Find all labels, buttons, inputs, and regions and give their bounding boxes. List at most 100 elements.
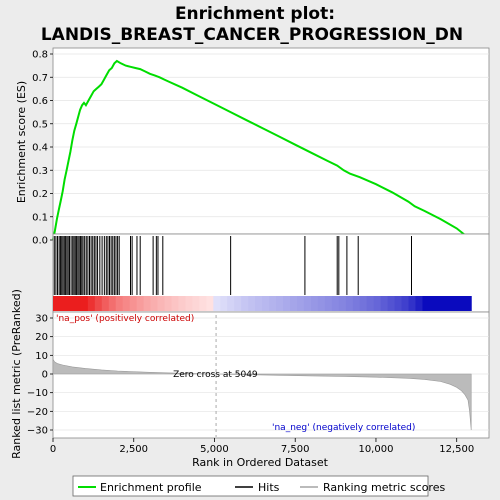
color-bar-segment	[443, 296, 451, 311]
legend: Enrichment profile Hits Ranking metric s…	[72, 475, 445, 497]
color-bar-segment	[115, 296, 124, 311]
color-bar-segment	[283, 296, 291, 311]
color-bar-segment	[310, 296, 319, 311]
color-bar-segment	[248, 296, 256, 311]
es-y-tick-label: 0.0	[32, 236, 48, 247]
color-bar-segment	[296, 296, 305, 311]
color-bar-segment	[206, 296, 214, 311]
color-bar-segment	[387, 296, 396, 311]
color-bar-segment	[262, 296, 270, 311]
es-gridlines	[53, 53, 489, 241]
color-bar-segment	[338, 296, 347, 311]
color-bar-segment	[429, 296, 437, 311]
hits-ticks	[53, 236, 412, 295]
color-bar-segment	[129, 296, 138, 311]
color-bar-segment	[380, 296, 389, 311]
color-bar-segment	[415, 296, 423, 311]
color-bar-segment	[220, 296, 228, 311]
color-bar-segment	[345, 296, 354, 311]
color-bar-segment	[366, 296, 375, 311]
color-bar-segment	[164, 296, 173, 311]
legend-box	[72, 475, 429, 497]
color-bar-segment	[241, 296, 249, 311]
color-bar-segment	[422, 296, 430, 311]
pos-correlated-label: 'na_pos' (positively correlated)	[56, 314, 194, 324]
color-bar-segment	[464, 296, 472, 311]
metric-y-tick-label: 30	[35, 314, 48, 325]
color-bar-segment	[401, 296, 410, 311]
x-tick-label: 5,000	[200, 444, 229, 455]
color-bar-segment	[185, 296, 193, 311]
x-tick-label: 2,500	[119, 444, 148, 455]
metric-y-axis: 30 20 10 0 −10 −20 −30	[27, 314, 53, 437]
color-bar-segment	[66, 296, 75, 311]
es-panel	[52, 47, 490, 235]
ranking-metric-fill	[52, 357, 472, 431]
metric-y-axis-label: Ranked list metric (PreRanked)	[10, 289, 23, 459]
color-bar-segment	[324, 296, 333, 311]
color-bar-segment	[394, 296, 403, 311]
legend-metric-label: Ranking metric scores	[323, 481, 445, 494]
title-line-1: Enrichment plot:	[175, 4, 335, 24]
color-bar-segment	[408, 296, 416, 311]
color-bar-segment	[122, 296, 131, 311]
x-axis-label: Rank in Ordered Dataset	[192, 456, 329, 469]
color-bar-segment	[213, 296, 221, 311]
es-y-tick-label: 0.4	[32, 143, 48, 154]
color-bar-segment	[136, 296, 145, 311]
es-y-axis: 0.0 0.1 0.2 0.3 0.4 0.5 0.6 0.7 0.8	[32, 50, 53, 247]
color-bar-segment	[255, 296, 263, 311]
metric-y-tick-label: 10	[35, 351, 48, 362]
color-bar-segment	[178, 296, 186, 311]
color-bar-segment	[94, 296, 103, 311]
color-bar-segment	[436, 296, 444, 311]
color-bar-segment	[331, 296, 340, 311]
color-bar-segment	[276, 296, 284, 311]
metric-y-tick-label: −30	[27, 426, 48, 437]
es-y-tick-label: 0.3	[32, 166, 48, 177]
color-bar-segment	[59, 296, 68, 311]
es-y-tick-label: 0.8	[32, 50, 48, 61]
color-bar-segment	[352, 296, 361, 311]
ranking-metric-area	[52, 357, 472, 431]
color-bar-segment	[234, 296, 242, 311]
color-bar-segment	[450, 296, 458, 311]
color-bar-segment	[192, 296, 200, 311]
es-y-tick-label: 0.7	[32, 73, 48, 84]
x-tick-label: 10,000	[358, 444, 393, 455]
color-bar-segment	[101, 296, 110, 311]
color-bar-segment	[227, 296, 235, 311]
color-bar-segment	[290, 296, 298, 311]
color-bar-segment	[317, 296, 326, 311]
metric-y-tick-label: 20	[35, 332, 48, 343]
es-y-axis-label: Enrichment score (ES)	[15, 81, 28, 203]
color-bar-segment	[150, 296, 159, 311]
x-tick-label: 7,500	[281, 444, 310, 455]
es-y-tick-label: 0.6	[32, 96, 48, 107]
title-line-2: LANDIS_BREAST_CANCER_PROGRESSION_DN	[41, 25, 463, 45]
color-bar-segment	[359, 296, 368, 311]
color-bar-segment	[73, 296, 82, 311]
color-bar-segment	[53, 296, 61, 311]
x-tick-label: 0	[50, 444, 56, 455]
color-bar-segment	[87, 296, 96, 311]
ranking-color-bar	[53, 296, 472, 311]
legend-hits-label: Hits	[258, 481, 280, 494]
x-tick-label: 12,500	[439, 444, 474, 455]
color-bar-segment	[303, 296, 312, 311]
es-y-tick-label: 0.2	[32, 189, 48, 200]
legend-enrichment-label: Enrichment profile	[100, 481, 202, 494]
color-bar-segment	[199, 296, 207, 311]
color-bar-segment	[157, 296, 166, 311]
color-bar-segment	[373, 296, 382, 311]
zero-cross-label: Zero cross at 5049	[173, 370, 258, 380]
color-bar-segment	[80, 296, 89, 311]
color-bar-segment	[457, 296, 465, 311]
metric-y-tick-label: 0	[42, 370, 48, 381]
color-bar-segment	[108, 296, 117, 311]
x-axis: 0 2,500 5,000 7,500 10,000 12,500	[50, 438, 474, 455]
neg-correlated-label: 'na_neg' (negatively correlated)	[272, 423, 415, 433]
enrichment-profile-line	[52, 59, 472, 241]
metric-y-tick-label: −10	[27, 388, 48, 399]
